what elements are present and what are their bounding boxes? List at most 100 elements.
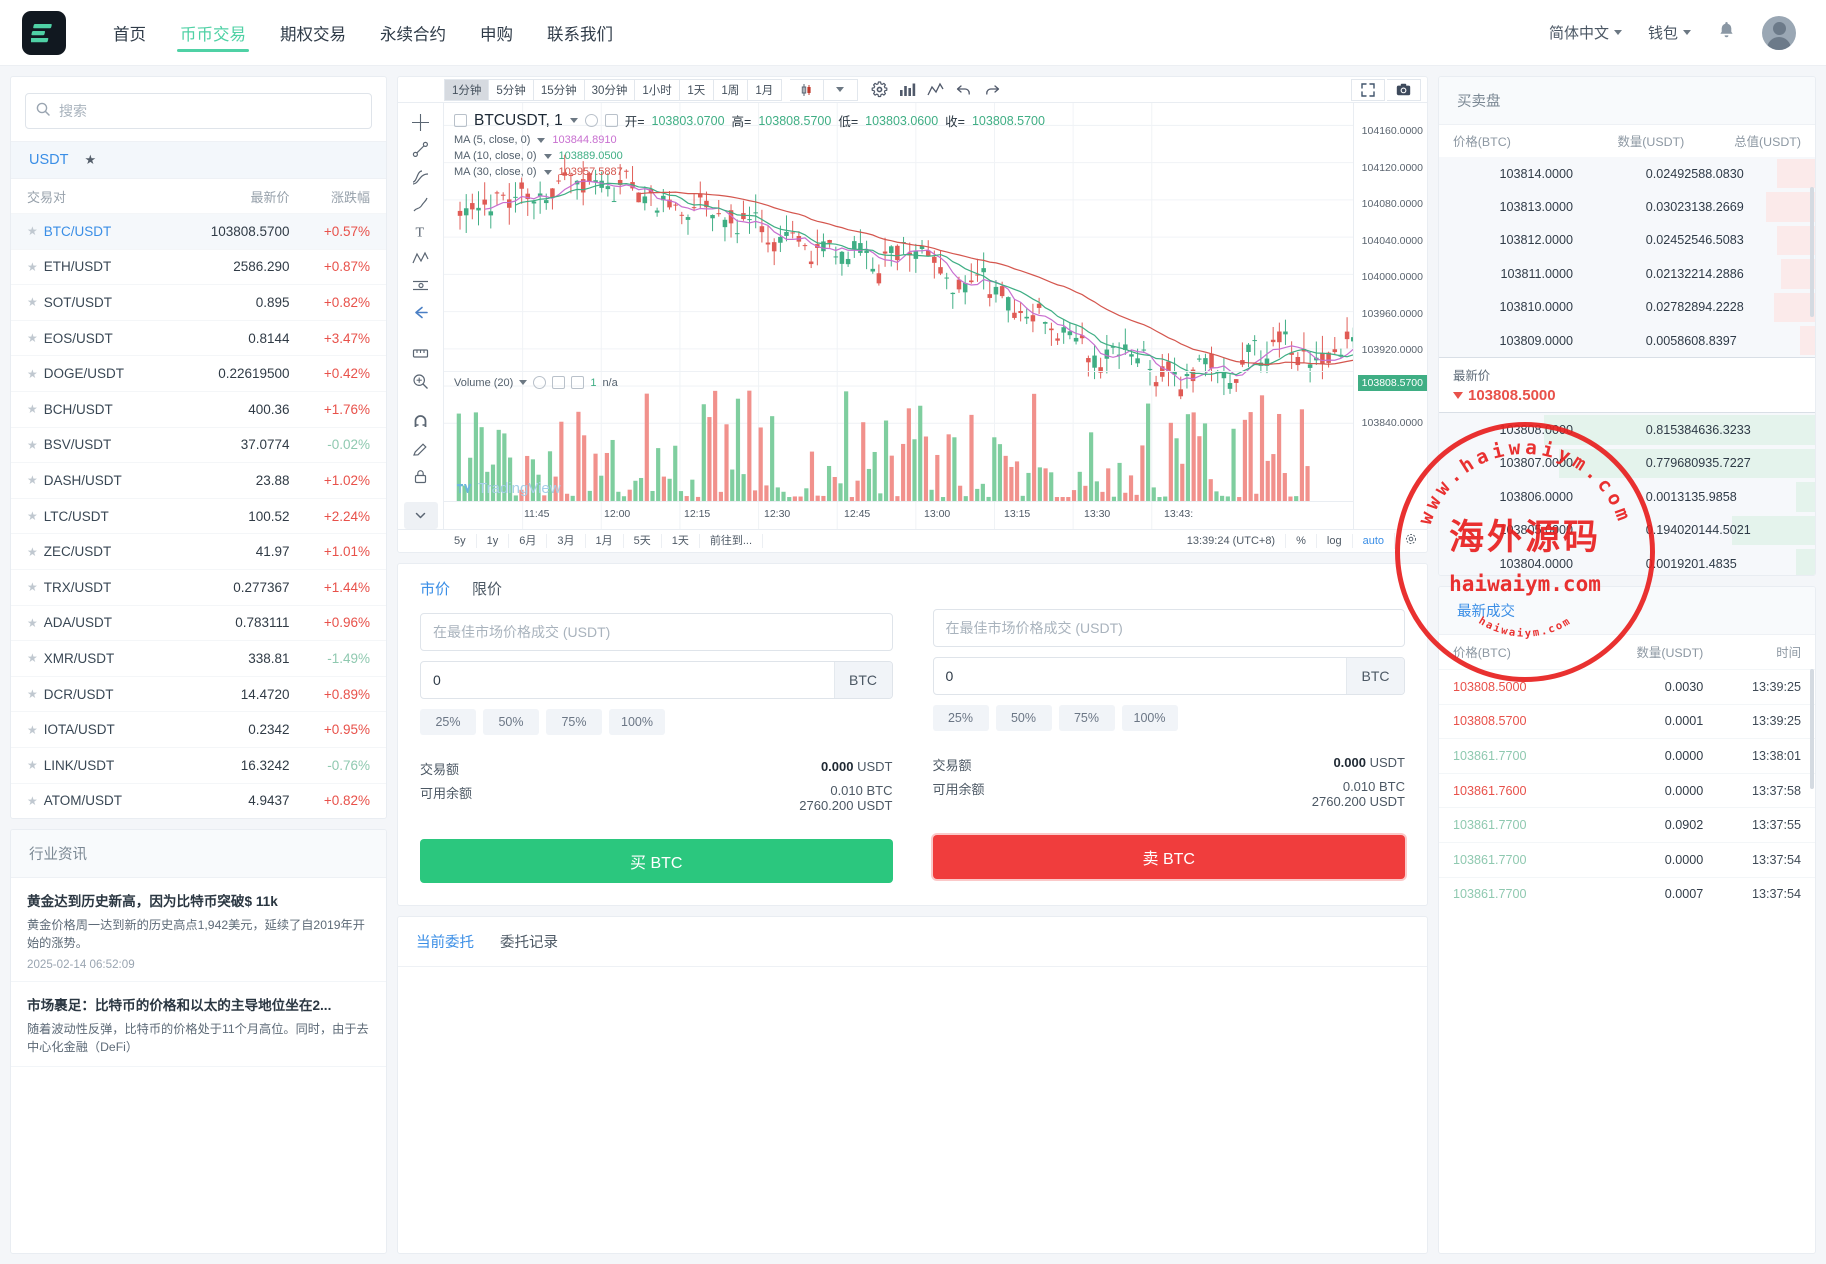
interval-button[interactable]: 1小时 xyxy=(635,78,680,101)
sell-percent-button[interactable]: 50% xyxy=(995,705,1052,731)
buy-amount-field[interactable]: BTC xyxy=(420,661,893,699)
buy-price-field[interactable] xyxy=(420,613,893,651)
compare-icon[interactable] xyxy=(922,79,950,101)
pencil-lock-icon[interactable] xyxy=(404,436,438,463)
chart-range-button[interactable]: 5y xyxy=(444,534,477,549)
buy-percent-button[interactable]: 100% xyxy=(609,709,665,735)
crosshair-icon[interactable] xyxy=(404,109,438,136)
quote-tab-usdt[interactable]: USDT xyxy=(29,152,69,168)
star-icon[interactable]: ★ xyxy=(27,437,38,452)
buy-price-input[interactable] xyxy=(421,614,892,650)
star-icon[interactable]: ★ xyxy=(27,758,38,773)
interval-button[interactable]: 15分钟 xyxy=(533,78,585,101)
news-item[interactable]: 市场裹足：比特币的价格和以太的主导地位坐在2... 随着波动性反弹，比特币的价格处… xyxy=(11,982,386,1068)
buy-percent-button[interactable]: 50% xyxy=(483,709,539,735)
star-icon[interactable]: ★ xyxy=(27,295,38,310)
market-row[interactable]: ★ BTC/USDT 103808.5700 +0.57% xyxy=(11,213,386,249)
scale-auto-button[interactable]: auto xyxy=(1351,534,1394,549)
redo-icon[interactable] xyxy=(978,79,1006,101)
tab-market-price-buy[interactable]: 市价 xyxy=(420,581,451,598)
order-book-scrollbar[interactable] xyxy=(1810,187,1814,317)
interval-button[interactable]: 1分钟 xyxy=(444,78,490,101)
buy-percent-button[interactable]: 25% xyxy=(420,709,476,735)
nav-link-perpetual-contract[interactable]: 永续合约 xyxy=(380,25,446,44)
chevron-down-icon[interactable] xyxy=(519,380,528,386)
chart-canvas-area[interactable]: BTCUSDT, 1 开= 103803.0700 高= 103808.5700… xyxy=(444,103,1427,530)
star-icon[interactable]: ★ xyxy=(27,402,38,417)
market-row[interactable]: ★ BSV/USDT 37.0774 -0.02% xyxy=(11,426,386,463)
news-item[interactable]: 黄金达到历史新高，因为比特币突破$ 11k 黄金价格周一达到新的历史高点1,942… xyxy=(11,878,386,982)
ask-row[interactable]: 103812.0000 0.0245 2546.5083 xyxy=(1439,223,1815,258)
star-icon[interactable]: ★ xyxy=(27,793,38,808)
star-icon[interactable]: ★ xyxy=(27,580,38,595)
market-row[interactable]: ★ LINK/USDT 16.3242 -0.76% xyxy=(11,746,386,783)
nav-link-home[interactable]: 首页 xyxy=(113,25,146,44)
fib-icon[interactable] xyxy=(404,163,438,190)
scale-log-button[interactable]: log xyxy=(1315,534,1352,549)
sell-percent-button[interactable]: 100% xyxy=(1121,705,1178,731)
trendline-icon[interactable] xyxy=(404,136,438,163)
eye-icon[interactable] xyxy=(533,376,547,390)
brand-logo-icon[interactable] xyxy=(22,10,66,55)
buy-percent-button[interactable]: 75% xyxy=(546,709,602,735)
bid-row[interactable]: 103805.0000 0.1940 20144.5021 xyxy=(1439,513,1815,547)
arrow-left-icon[interactable] xyxy=(404,299,438,326)
interval-button[interactable]: 30分钟 xyxy=(584,78,636,101)
star-icon[interactable]: ★ xyxy=(27,544,38,559)
chart-range-button[interactable]: 1月 xyxy=(586,534,624,549)
market-row[interactable]: ★ ETH/USDT 2586.290 +0.87% xyxy=(11,248,386,285)
star-icon[interactable]: ★ xyxy=(27,509,38,524)
star-icon[interactable]: ★ xyxy=(27,331,38,346)
chart-range-button[interactable]: 6月 xyxy=(509,534,548,549)
bid-row[interactable]: 103808.0000 0.8153 84636.3233 xyxy=(1439,413,1815,447)
market-row[interactable]: ★ XMR/USDT 338.81 -1.49% xyxy=(11,640,386,676)
ask-row[interactable]: 103814.0000 0.0249 2588.0830 xyxy=(1439,157,1815,191)
fullscreen-icon[interactable] xyxy=(1351,78,1385,101)
star-icon[interactable]: ★ xyxy=(27,687,38,702)
chart-type-candlestick-button[interactable] xyxy=(789,78,824,101)
brush-icon[interactable] xyxy=(404,191,438,218)
ask-row[interactable]: 103810.0000 0.0278 2894.2228 xyxy=(1439,290,1815,324)
market-row[interactable]: ★ ATOM/USDT 4.9437 +0.82% xyxy=(11,782,386,819)
ask-row[interactable]: 103809.0000 0.0058 608.8397 xyxy=(1439,323,1815,358)
zoom-in-icon[interactable] xyxy=(404,368,438,395)
indicators-icon[interactable] xyxy=(894,79,922,101)
nav-link-subscription[interactable]: 申购 xyxy=(480,25,513,44)
undo-icon[interactable] xyxy=(950,79,978,101)
nav-link-options-trading[interactable]: 期权交易 xyxy=(280,25,346,44)
wallet-menu[interactable]: 钱包 xyxy=(1648,22,1691,43)
market-row[interactable]: ★ LTC/USDT 100.52 +2.24% xyxy=(11,497,386,534)
tab-limit-price-buy[interactable]: 限价 xyxy=(472,581,503,598)
star-icon[interactable]: ★ xyxy=(27,224,38,239)
interval-button[interactable]: 1月 xyxy=(747,78,782,101)
star-icon[interactable]: ★ xyxy=(27,722,38,737)
bell-icon[interactable] xyxy=(1717,20,1736,45)
star-icon[interactable]: ★ xyxy=(27,366,38,381)
close-icon[interactable] xyxy=(571,376,585,390)
user-avatar-icon[interactable] xyxy=(1762,15,1796,50)
market-row[interactable]: ★ BCH/USDT 400.36 +1.76% xyxy=(11,390,386,427)
sell-price-field[interactable] xyxy=(932,609,1405,647)
chart-range-button[interactable]: 前往到... xyxy=(700,534,764,549)
search-box[interactable] xyxy=(25,93,372,129)
interval-button[interactable]: 5分钟 xyxy=(489,78,534,101)
tab-order-history[interactable]: 委托记录 xyxy=(500,935,558,951)
scale-percent-button[interactable]: % xyxy=(1285,534,1316,549)
star-icon[interactable]: ★ xyxy=(27,259,38,274)
market-row[interactable]: ★ TRX/USDT 0.277367 +1.44% xyxy=(11,568,386,605)
measure-icon[interactable] xyxy=(404,340,438,367)
market-row[interactable]: ★ ZEC/USDT 41.97 +1.01% xyxy=(11,533,386,569)
market-row[interactable]: ★ ADA/USDT 0.783111 +0.96% xyxy=(11,604,386,641)
chart-range-button[interactable]: 1y xyxy=(477,534,510,549)
search-input[interactable] xyxy=(59,103,361,119)
sell-percent-button[interactable]: 25% xyxy=(932,705,989,731)
sell-amount-input[interactable] xyxy=(933,658,1346,694)
settings-icon[interactable] xyxy=(552,376,566,390)
interval-button[interactable]: 1天 xyxy=(679,78,714,101)
market-row[interactable]: ★ SOT/USDT 0.895 +0.82% xyxy=(11,284,386,320)
sell-price-input[interactable] xyxy=(933,610,1404,646)
magnet-icon[interactable] xyxy=(404,409,438,436)
nav-link-contact-us[interactable]: 联系我们 xyxy=(547,25,613,44)
star-icon[interactable]: ★ xyxy=(27,473,38,488)
chart-range-button[interactable]: 3月 xyxy=(547,534,586,549)
